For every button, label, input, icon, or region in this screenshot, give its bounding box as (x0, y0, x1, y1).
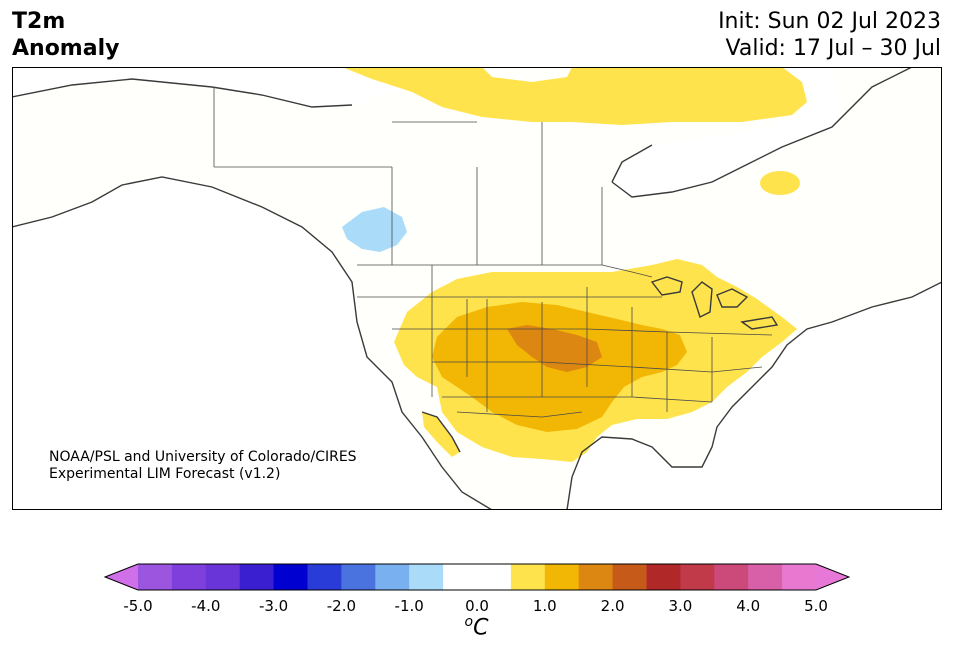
political-borders (213, 87, 773, 418)
colorbar-tick-label: -2.0 (326, 597, 357, 615)
map-title: T2m Anomaly (12, 8, 119, 62)
coastlines (12, 67, 942, 510)
credit-text: NOAA/PSL and University of Colorado/CIRE… (49, 449, 357, 483)
colorbar-bin-15 (646, 564, 681, 590)
colorbar-over-arrow (816, 564, 849, 590)
colorbar-tick-label: 4.0 (736, 597, 761, 615)
colorbar-bin-10 (477, 564, 512, 590)
colorbar-tick-label: -1.0 (394, 597, 424, 615)
credit-line-2: Experimental LIM Forecast (v1.2) (49, 466, 281, 482)
colorbar-tick-label: 0.0 (465, 597, 489, 615)
anomaly-baja-yellow (422, 412, 460, 457)
anomaly-arctic-gap (482, 67, 572, 82)
colorbar-bin-0 (138, 564, 173, 590)
colorbar-bin-9 (443, 564, 478, 590)
colorbar-tick-label: -3.0 (258, 597, 289, 615)
anomaly-canada-blue (342, 207, 407, 252)
colorbar-bin-17 (714, 564, 749, 590)
anomaly-labrador-yellow (760, 171, 800, 195)
anomaly-us-orange (507, 325, 602, 372)
unit-base: C (473, 615, 489, 641)
land-greenland (832, 67, 942, 202)
colorbar-outline (104, 563, 850, 591)
colorbar-bin-13 (578, 564, 614, 590)
anomaly-map (12, 67, 942, 510)
anomaly-label: Anomaly (12, 36, 120, 61)
variable-label: T2m (12, 9, 66, 34)
map-frame (12, 67, 942, 510)
colorbar-under-arrow (105, 564, 138, 590)
colorbar-tick-label: -4.0 (191, 597, 221, 615)
colorbar-bin-12 (544, 564, 580, 590)
colorbar-bin-2 (205, 564, 241, 590)
init-date: Init: Sun 02 Jul 2023 (718, 9, 941, 34)
colorbar-tick-label: 1.0 (532, 597, 557, 615)
colorbar-bin-18 (748, 564, 783, 590)
colorbar-bin-8 (409, 564, 444, 590)
colorbar (104, 563, 850, 591)
colorbar-bin-16 (680, 564, 715, 590)
colorbar-bin-7 (375, 564, 410, 590)
colorbar-bin-4 (273, 564, 308, 590)
colorbar-tick-label: 2.0 (600, 597, 625, 615)
colorbar-tick-label: 5.0 (804, 597, 828, 615)
colorbar-unit: oC (0, 614, 953, 640)
colorbar-bin-3 (239, 564, 275, 590)
colorbar-tick-label: -5.0 (123, 597, 153, 615)
colorbar-bin-1 (171, 564, 207, 590)
anomaly-arctic-yellow (342, 67, 807, 125)
colorbar-bin-19 (782, 564, 817, 590)
colorbar-bin-6 (341, 564, 376, 590)
forecast-dates: Init: Sun 02 Jul 2023 Valid: 17 Jul – 30… (718, 8, 941, 62)
credit-line-1: NOAA/PSL and University of Colorado/CIRE… (49, 449, 357, 465)
colorbar-bin-11 (510, 564, 546, 590)
unit-degree: o (464, 614, 474, 630)
colorbar-bin-14 (612, 564, 647, 590)
colorbar-tick-label: 3.0 (668, 597, 693, 615)
colorbar-ticks: -5.0 -4.0 -3.0 -2.0 -1.0 0.0 1.0 2.0 3.0 4.0 5.0 (0, 597, 953, 617)
colorbar-bin-5 (307, 564, 342, 590)
valid-range: Valid: 17 Jul – 30 Jul (725, 36, 941, 61)
